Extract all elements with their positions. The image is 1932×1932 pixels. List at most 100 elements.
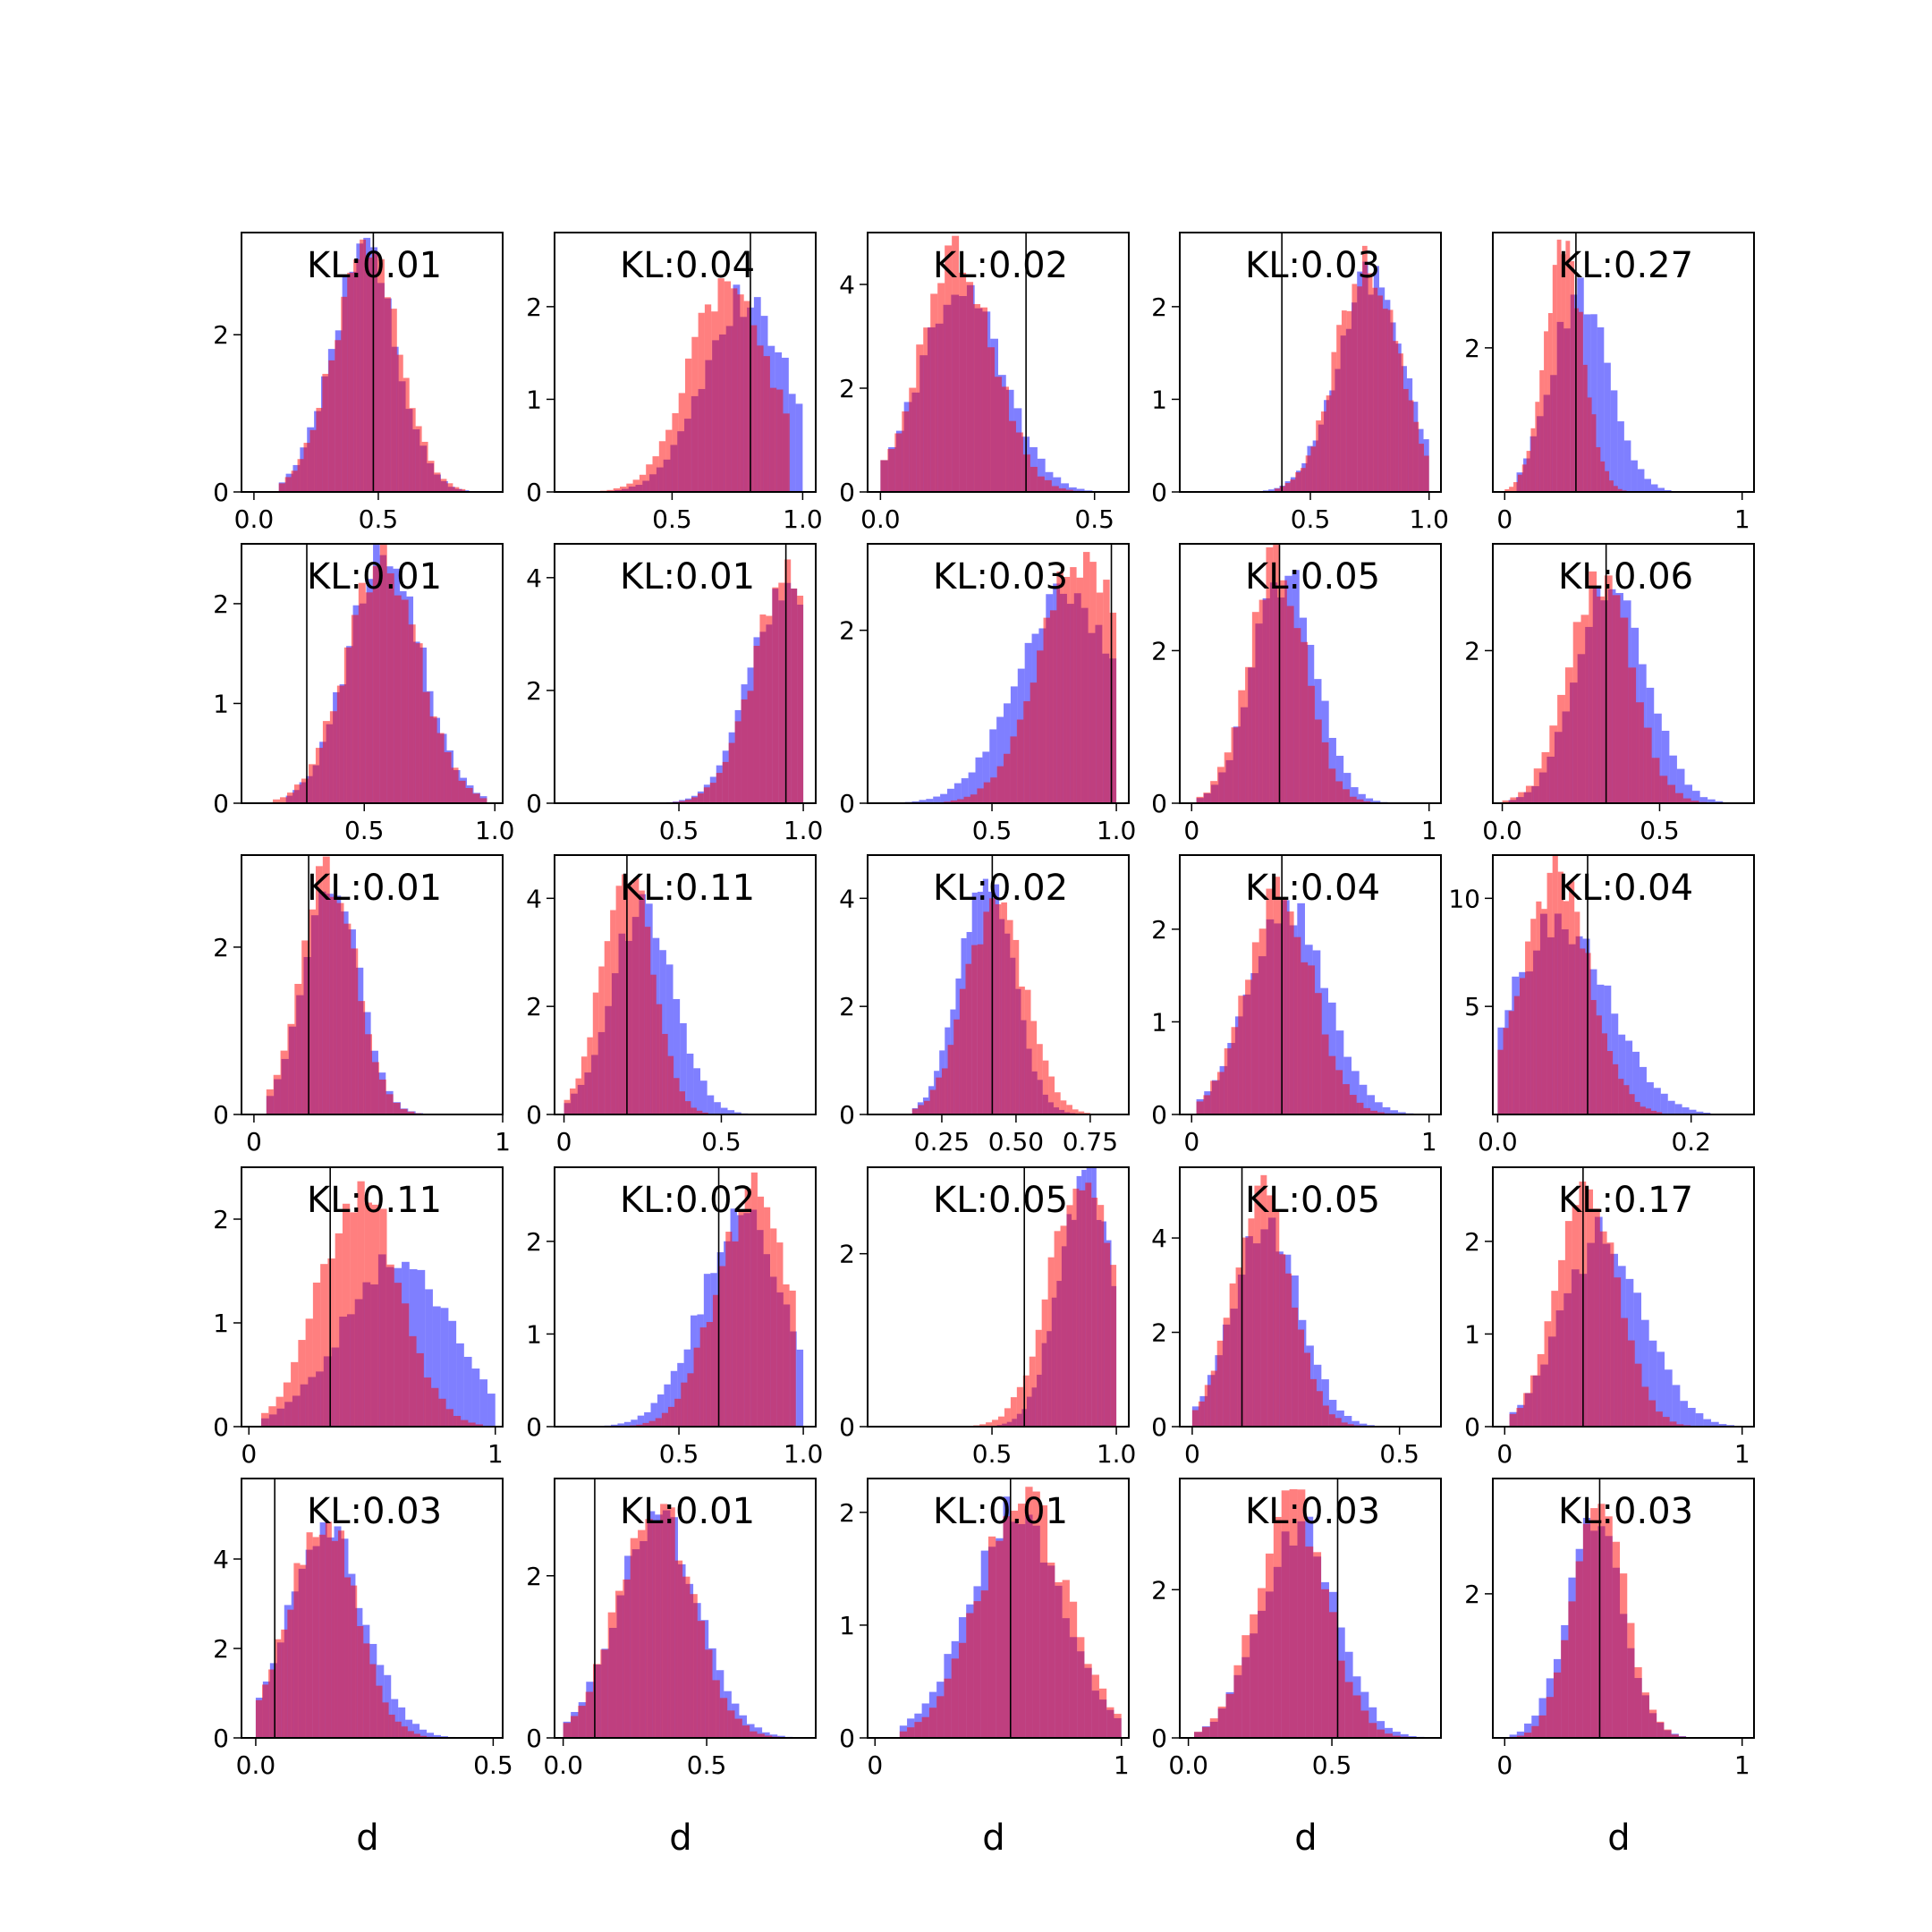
histogram-bar-red	[950, 800, 958, 803]
histogram-bar-red	[636, 1424, 643, 1427]
histogram-bar-red	[386, 573, 394, 803]
histogram-bar-red	[1621, 1318, 1628, 1427]
histogram-bar-red	[709, 783, 716, 803]
histogram-bar-red	[1538, 1715, 1546, 1738]
histogram-bar-red	[1579, 311, 1583, 492]
y-tick-label: 2	[839, 1498, 855, 1528]
histogram-bar-red	[763, 356, 770, 492]
histogram-bar-red	[1357, 286, 1362, 492]
histogram-bar-red	[1235, 1267, 1242, 1427]
histogram-bar-red	[329, 896, 337, 1114]
histogram-bar-red	[1413, 421, 1419, 492]
histogram-bar-blue	[1623, 440, 1631, 492]
histogram-panel: 0.5 1.0 0 1 2 KL:0.01	[213, 543, 515, 845]
histogram-bar-red	[983, 782, 991, 803]
histogram-bar-red	[741, 699, 748, 803]
x-tick-label: 0.0	[234, 504, 275, 534]
histogram-bar-red	[1044, 479, 1052, 492]
kl-label: KL:0.05	[1245, 1180, 1380, 1221]
histogram-bar-blue	[1076, 488, 1085, 492]
x-tick-label: 0.75	[1063, 1127, 1118, 1157]
histogram-bar-red	[357, 1626, 364, 1738]
histogram-bar-red	[996, 766, 1004, 803]
histogram-bar-red	[1392, 1735, 1401, 1738]
histogram-bar-red	[351, 1585, 358, 1738]
histogram-bar-red	[734, 721, 741, 803]
histogram-bar-red	[776, 389, 784, 492]
histogram-bar-red	[959, 988, 966, 1114]
histogram-bar-blue	[1053, 477, 1062, 492]
y-tick-label: 0	[1464, 1412, 1480, 1442]
histogram-bar-red	[724, 281, 732, 492]
x-tick-label: 0.5	[1074, 504, 1114, 534]
histogram-bar-red	[1030, 1021, 1038, 1114]
histogram-bar-red	[401, 599, 409, 803]
histogram-bar-red	[360, 239, 367, 492]
histogram-bar-red	[369, 1664, 377, 1738]
histogram-bar-red	[1575, 1561, 1583, 1738]
histogram-bar-blue	[1068, 487, 1077, 492]
histogram-bar-red	[776, 1242, 784, 1427]
histogram-bar-red	[952, 235, 960, 492]
histogram-bar-red	[570, 1716, 579, 1738]
histogram-bar-red	[1241, 1237, 1249, 1427]
x-tick-label: 0.5	[359, 504, 399, 534]
x-tick-label: 0.5	[1379, 1439, 1419, 1469]
histogram-bar-red	[1109, 612, 1117, 803]
histogram-bar-red	[266, 1089, 274, 1114]
histogram-bar-red	[1643, 727, 1652, 803]
y-tick-label: 0	[1151, 1724, 1167, 1753]
axes-frame	[241, 1478, 504, 1739]
histogram-bar-red	[719, 1698, 728, 1738]
histogram-bar-red	[1091, 1674, 1099, 1738]
histogram-bar-red	[697, 793, 704, 803]
histogram-bar-red	[1216, 1340, 1224, 1427]
histogram-bar-red	[1629, 1094, 1635, 1114]
histogram-bar-red	[1367, 273, 1373, 492]
x-tick-label: 0	[1184, 1439, 1200, 1469]
y-tick-label: 1	[213, 1309, 229, 1338]
histogram-bar-red	[1503, 1028, 1509, 1114]
histogram-bar-red	[275, 1639, 282, 1738]
x-tick-label: 0.0	[236, 1750, 276, 1780]
histogram-bar-red	[1194, 1732, 1202, 1738]
histogram-bar-red	[1671, 1734, 1679, 1738]
histogram-bar-red	[706, 1321, 713, 1427]
histogram-bar-red	[1590, 1508, 1598, 1738]
histogram-bar-blue	[1632, 1051, 1640, 1114]
histogram-bar-blue	[720, 1107, 728, 1114]
x-tick-label: 1.0	[783, 504, 823, 534]
histogram-bar-red	[1198, 1401, 1205, 1427]
histogram-bar-red	[1004, 1408, 1011, 1427]
y-tick-label: 2	[839, 992, 855, 1021]
histogram-bar-red	[1546, 1697, 1554, 1738]
histogram-bar-red	[966, 1613, 974, 1738]
histogram-bar-red	[704, 304, 712, 492]
histogram-bar-red	[1536, 901, 1542, 1114]
histogram-bar-red	[384, 297, 391, 492]
histogram-bar-red	[1504, 488, 1510, 492]
histogram-bar-red	[722, 761, 729, 803]
axes-frame	[1179, 1478, 1442, 1739]
y-tick-label: 0	[1151, 1412, 1167, 1442]
histogram-bar-red	[639, 474, 647, 492]
histogram-bar-red	[1273, 1209, 1280, 1427]
histogram-bar-blue	[1408, 1735, 1417, 1738]
histogram-bar-red	[294, 983, 302, 1114]
histogram-bar-red	[1078, 1111, 1085, 1114]
histogram-bar-red	[1328, 1055, 1336, 1114]
histogram-bar-red	[1627, 1340, 1635, 1427]
x-tick-label: 1	[1421, 1127, 1437, 1157]
histogram-bar-blue	[398, 1707, 406, 1738]
histogram-bar-red	[728, 742, 735, 803]
histogram-panel: 0.5 1.0 0 2 KL:0.03	[839, 543, 1136, 845]
kl-label: KL:0.11	[307, 1180, 442, 1221]
histogram-bar-red	[1352, 1695, 1361, 1738]
histogram-bar-red	[966, 282, 974, 492]
histogram-bar-red	[1010, 1397, 1017, 1427]
histogram-bar-red	[685, 358, 692, 492]
histogram-bar-red	[646, 464, 653, 492]
histogram-bar-red	[1275, 488, 1280, 492]
histogram-bar-red	[297, 459, 304, 492]
y-tick-label: 2	[526, 676, 542, 706]
